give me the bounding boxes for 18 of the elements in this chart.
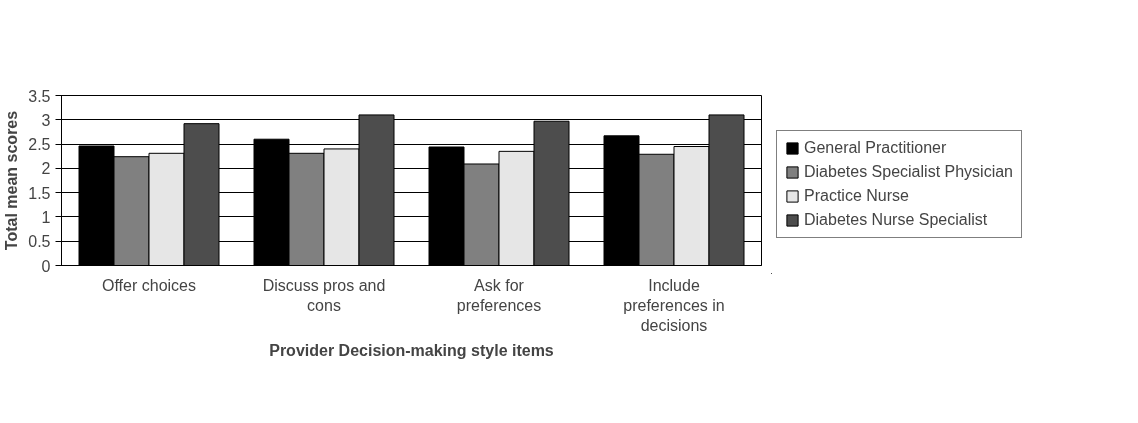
x-tick-label: Include preferences in decisions xyxy=(623,276,725,335)
legend-label: Diabetes Specialist Physician xyxy=(804,163,1013,181)
y-tick-label: 2.5 xyxy=(28,136,51,154)
legend-label: General Practitioner xyxy=(804,139,947,157)
x-tick-label: Ask for preferences xyxy=(456,276,542,314)
y-tick-label: 3.5 xyxy=(28,87,51,105)
y-tick-label: 0.5 xyxy=(28,233,51,251)
y-axis-title: Total mean scores xyxy=(3,110,21,251)
legend-label: Diabetes Nurse Specialist xyxy=(804,211,988,229)
y-tick-label: 3 xyxy=(41,111,51,129)
y-tick-label: 0 xyxy=(41,257,51,275)
y-tick-label: 2 xyxy=(41,160,51,178)
x-tick-label: Offer choices xyxy=(102,276,196,294)
y-tick-label: 1.5 xyxy=(28,184,51,202)
x-axis-title: Provider Decision-making style items xyxy=(269,342,554,360)
x-tick-label: Discuss pros and cons xyxy=(262,276,386,314)
legend-label: Practice Nurse xyxy=(804,187,909,205)
y-tick-label: 1 xyxy=(41,208,51,226)
